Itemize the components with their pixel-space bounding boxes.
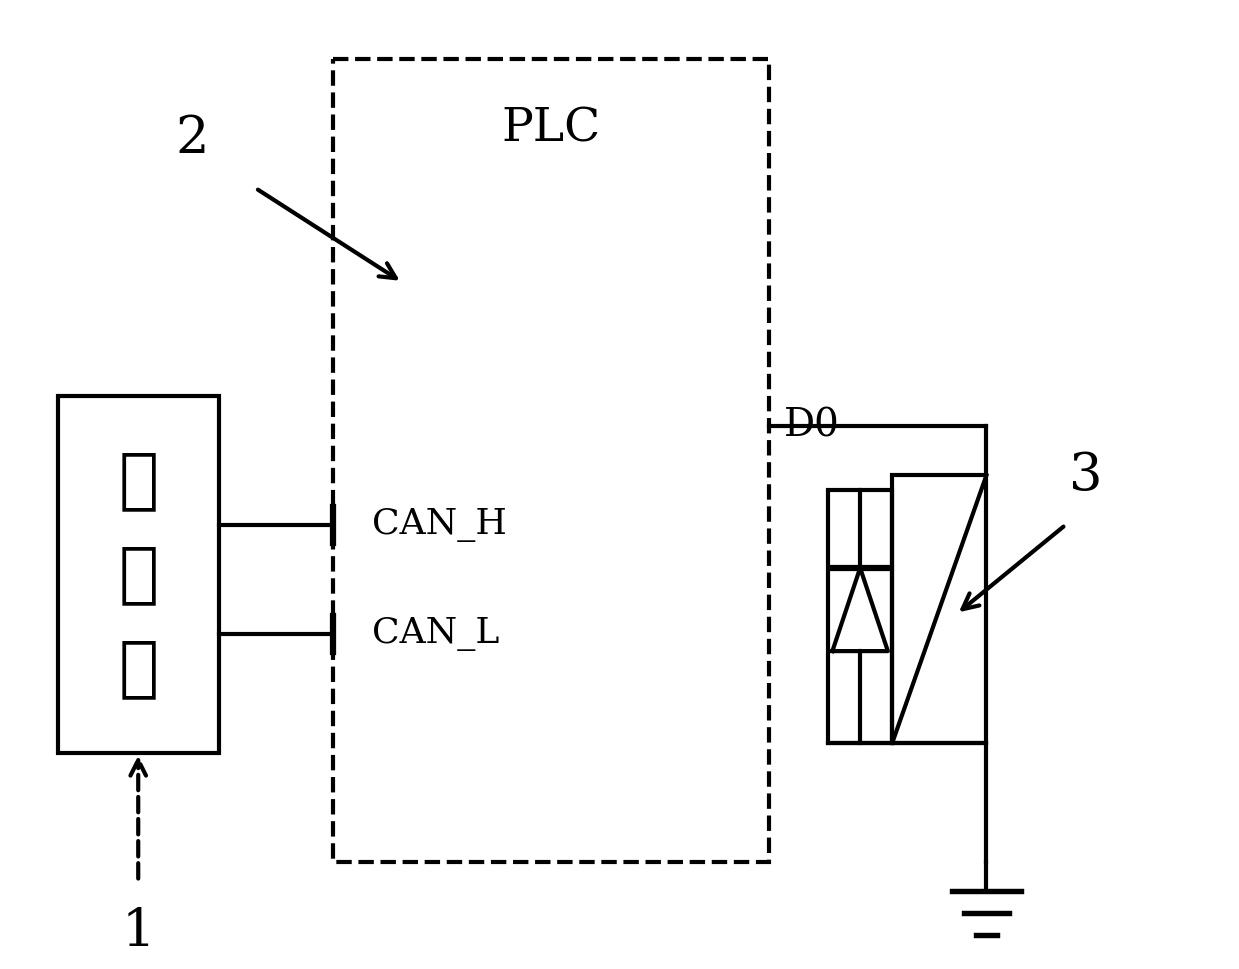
Bar <box>828 490 892 742</box>
Text: 1: 1 <box>121 906 155 957</box>
Bar <box>57 396 219 753</box>
Bar <box>892 476 986 742</box>
Text: 2: 2 <box>176 113 209 164</box>
Text: D0: D0 <box>783 407 839 445</box>
Text: CAN_H: CAN_H <box>373 508 507 542</box>
Text: CAN_L: CAN_L <box>373 617 499 651</box>
Text: 器: 器 <box>118 636 159 702</box>
Text: 3: 3 <box>1069 450 1103 501</box>
Text: 编: 编 <box>118 448 159 514</box>
Text: PLC: PLC <box>501 106 601 151</box>
Bar <box>333 59 768 861</box>
Text: 码: 码 <box>118 542 159 608</box>
